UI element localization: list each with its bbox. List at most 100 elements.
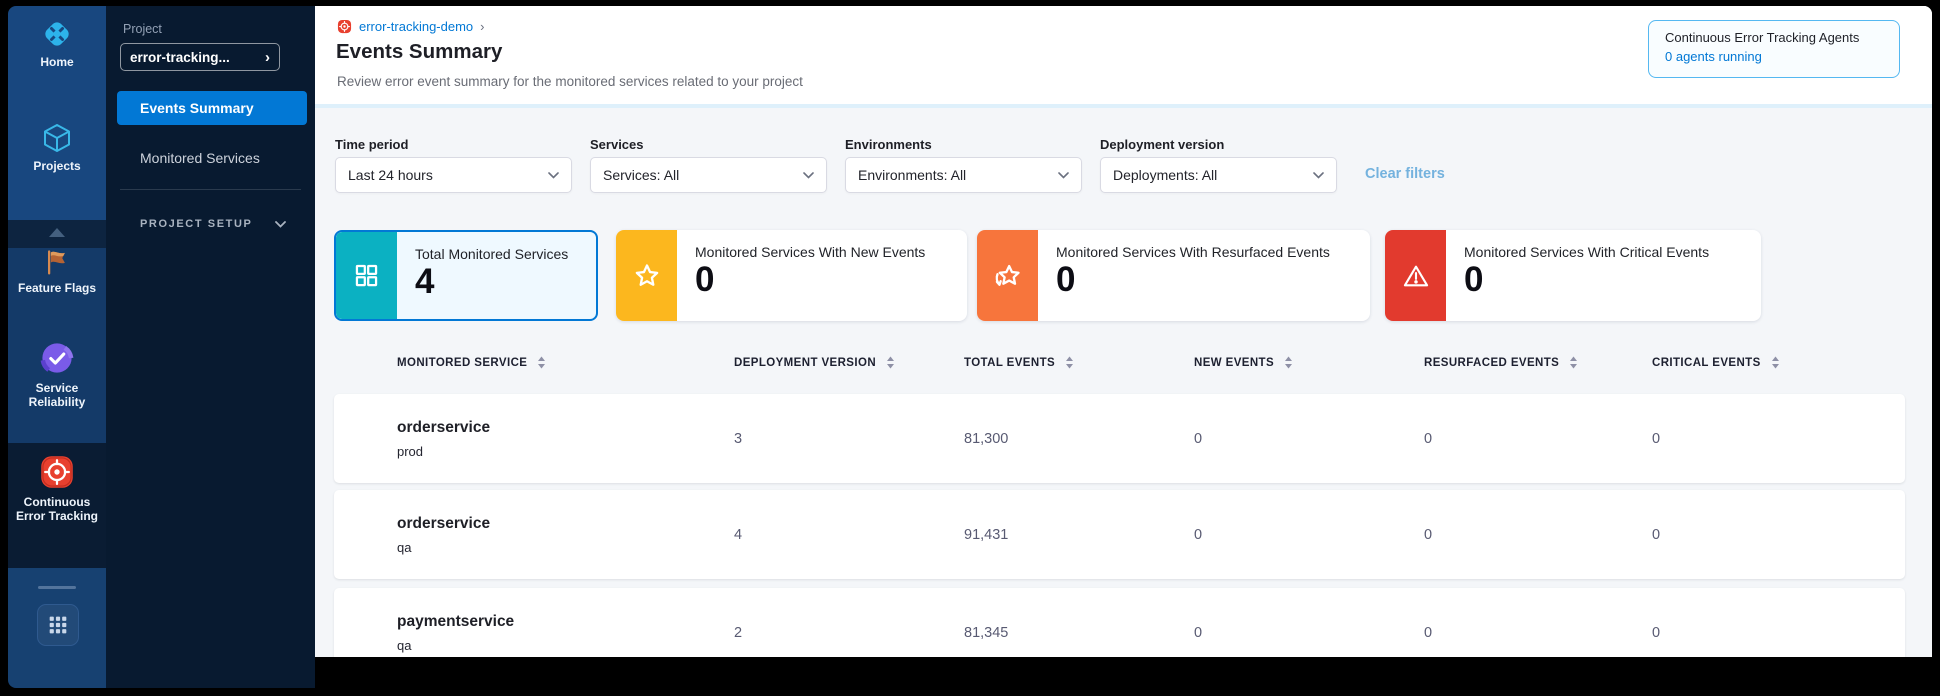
table-row[interactable]: paymentservice qa 2 81,345 0 0 0 (334, 588, 1905, 657)
service-environment: prod (397, 443, 424, 459)
rail-divider (38, 586, 76, 589)
new-events-cell: 0 (1194, 624, 1203, 641)
column-header-critical-events[interactable]: CRITICAL EVENTS (1652, 356, 1905, 369)
column-header-label: MONITORED SERVICE (397, 356, 528, 369)
chevron-up-icon (49, 228, 65, 237)
card-value: 0 (1056, 260, 1076, 299)
column-header-new-events[interactable]: NEW EVENTS (1194, 356, 1424, 369)
clear-filters-button[interactable]: Clear filters (1365, 166, 1445, 182)
warning-triangle-icon (1403, 265, 1428, 286)
sort-icon[interactable] (1284, 356, 1293, 369)
filter-label-services: Services (590, 137, 644, 152)
card-critical-events[interactable]: Monitored Services With Critical Events … (1385, 230, 1761, 321)
column-header-total-events[interactable]: TOTAL EVENTS (964, 356, 1194, 369)
nav-item-label: Monitored Services (140, 150, 260, 166)
card-accent-block (336, 232, 397, 319)
project-selector[interactable]: error-tracking... › (120, 43, 280, 71)
chevron-down-icon (1313, 171, 1324, 179)
collapse-modules-button[interactable] (8, 224, 106, 242)
sidebar-divider (120, 189, 301, 190)
sidebar-item-service-reliability[interactable]: Service Reliability (8, 340, 106, 409)
page-title: Events Summary (336, 40, 503, 63)
agents-panel: Continuous Error Tracking Agents 0 agent… (1648, 20, 1900, 78)
service-reliability-icon (40, 343, 74, 373)
resurfaced-events-cell: 0 (1424, 430, 1433, 447)
card-accent-block (977, 230, 1038, 321)
card-resurfaced-events[interactable]: Monitored Services With Resurfaced Event… (977, 230, 1370, 321)
star-resurfaced-icon (995, 264, 1020, 286)
breadcrumb-chevron: › (480, 19, 485, 34)
service-name: orderservice (397, 514, 491, 532)
services-select[interactable]: Services: All (590, 157, 827, 193)
sidebar-item-feature-flags[interactable]: Feature Flags (8, 248, 106, 295)
column-header-label: CRITICAL EVENTS (1652, 356, 1761, 369)
project-setup-toggle[interactable]: PROJECT SETUP (140, 218, 286, 230)
column-header-resurfaced-events[interactable]: RESURFACED EVENTS (1424, 356, 1652, 369)
sidebar-item-monitored-services[interactable]: Monitored Services (117, 141, 307, 175)
sort-icon[interactable] (1065, 356, 1074, 369)
sort-icon[interactable] (537, 356, 546, 369)
card-value: 0 (695, 260, 715, 299)
sidebar-item-events-summary[interactable]: Events Summary (117, 91, 307, 125)
project-selector-value: error-tracking... (130, 49, 230, 65)
chevron-down-icon (1058, 171, 1069, 179)
column-header-deployment-version[interactable]: DEPLOYMENT VERSION (734, 356, 964, 369)
new-events-cell: 0 (1194, 526, 1203, 543)
resurfaced-events-cell: 0 (1424, 624, 1433, 641)
service-environment: qa (397, 539, 412, 555)
critical-events-cell: 0 (1652, 430, 1661, 447)
critical-events-cell: 0 (1652, 526, 1661, 543)
deployment-version-cell: 3 (734, 430, 743, 447)
card-title: Monitored Services With Critical Events (1464, 244, 1710, 260)
sidebar-item-label: Home (40, 55, 74, 69)
critical-events-cell: 0 (1652, 624, 1661, 641)
new-events-cell: 0 (1194, 430, 1203, 447)
column-header-monitored-service[interactable]: MONITORED SERVICE (397, 356, 734, 369)
sort-icon[interactable] (1569, 356, 1578, 369)
cube-icon (44, 124, 70, 152)
sidebar-item-label: Service Reliability (28, 381, 86, 409)
sidebar-item-label: Projects (33, 159, 81, 173)
table-row[interactable]: orderservice prod 3 81,300 0 0 0 (334, 394, 1905, 483)
card-new-events[interactable]: Monitored Services With New Events 0 (616, 230, 967, 321)
card-accent-block (1385, 230, 1446, 321)
time-period-select[interactable]: Last 24 hours (335, 157, 572, 193)
agents-running-link[interactable]: 0 agents running (1665, 49, 1762, 64)
sidebar-item-label: Continuous Error Tracking (15, 495, 99, 523)
sidebar-item-label: Feature Flags (17, 281, 97, 295)
column-header-label: DEPLOYMENT VERSION (734, 356, 877, 369)
project-sidebar: Project error-tracking... › Events Summa… (106, 6, 315, 688)
select-value: Last 24 hours (348, 167, 433, 183)
project-setup-label: PROJECT SETUP (140, 218, 253, 230)
sidebar-item-home[interactable]: Home (8, 18, 106, 69)
chevron-down-icon (274, 220, 286, 228)
sort-icon[interactable] (886, 356, 895, 369)
card-total-monitored-services[interactable]: Total Monitored Services 4 (334, 230, 598, 321)
chevron-right-icon: › (265, 48, 270, 66)
card-title: Monitored Services With New Events (695, 244, 926, 260)
agents-panel-title: Continuous Error Tracking Agents (1665, 30, 1860, 45)
breadcrumb-project-link[interactable]: error-tracking-demo (359, 19, 474, 34)
dashboard-grid-icon (355, 264, 378, 287)
service-name: orderservice (397, 418, 491, 436)
deployments-select[interactable]: Deployments: All (1100, 157, 1337, 193)
environments-select[interactable]: Environments: All (845, 157, 1082, 193)
select-value: Deployments: All (1113, 167, 1218, 183)
star-icon (635, 263, 658, 286)
total-events-cell: 81,300 (964, 430, 1009, 447)
error-tracking-target-icon (337, 19, 352, 34)
service-environment: qa (397, 637, 412, 653)
grid-icon (49, 616, 67, 634)
service-cell: orderservice prod (397, 419, 734, 459)
service-name: paymentservice (397, 612, 515, 630)
header-divider-strip (315, 104, 1932, 108)
filter-label-deployment-version: Deployment version (1100, 137, 1225, 152)
sidebar-item-projects[interactable]: Projects (8, 122, 106, 173)
module-overview-button[interactable] (37, 604, 79, 646)
chevron-down-icon (548, 171, 559, 179)
flag-icon (47, 250, 65, 275)
table-row[interactable]: orderservice qa 4 91,431 0 0 0 (334, 490, 1905, 579)
sort-icon[interactable] (1771, 356, 1780, 369)
project-section-label: Project (123, 22, 162, 36)
sidebar-item-continuous-error-tracking[interactable]: Continuous Error Tracking (8, 454, 106, 523)
